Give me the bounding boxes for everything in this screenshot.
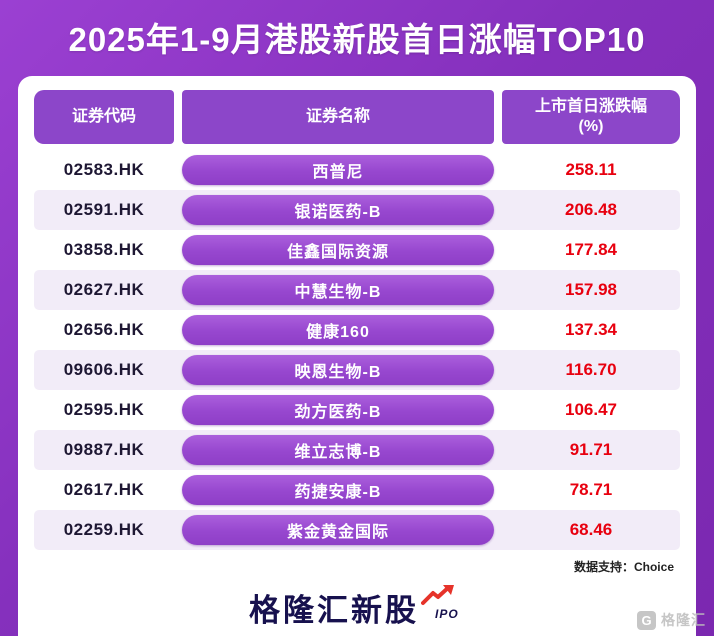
column-header-change-line1: 上市首日涨跌幅 xyxy=(534,98,647,115)
change-value: 106.47 xyxy=(565,400,617,419)
table-row: 02591.HK 银诺医药-B 206.48 xyxy=(34,190,680,230)
stock-name-pill: 劲方医药-B xyxy=(182,395,494,425)
column-header-code: 证券代码 xyxy=(34,90,174,144)
rising-arrow-icon xyxy=(421,585,454,605)
stock-code: 02583.HK xyxy=(63,160,145,179)
change-value: 177.84 xyxy=(565,240,617,259)
stock-name-pill: 西普尼 xyxy=(182,155,494,185)
table-row: 02617.HK 药捷安康-B 78.71 xyxy=(34,470,680,510)
table-row: 02656.HK 健康160 137.34 xyxy=(34,310,680,350)
data-source-note: 数据支持：Choice xyxy=(573,560,674,574)
brand-logo-text: 格隆汇新股 xyxy=(249,593,419,628)
page-title: 2025年1-9月港股新股首日涨幅TOP10 xyxy=(68,21,646,58)
table-header-row: 证券代码 证券名称 上市首日涨跌幅 (%) xyxy=(34,90,680,144)
watermark-text: 格隆汇 xyxy=(661,612,706,628)
brand-arrow-mark: IPO xyxy=(421,585,465,625)
table-row: 02595.HK 劲方医药-B 106.47 xyxy=(34,390,680,430)
watermark: G 格隆汇 xyxy=(637,610,706,630)
table-row: 09887.HK 维立志博-B 91.71 xyxy=(34,430,680,470)
change-value: 91.71 xyxy=(569,440,613,459)
table-row: 02259.HK 紫金黄金国际 68.46 xyxy=(34,510,680,550)
table-body: 02583.HK 西普尼 258.11 02591.HK 银诺医药-B 206.… xyxy=(34,150,680,550)
change-value: 78.71 xyxy=(569,480,613,499)
stock-name-pill: 银诺医药-B xyxy=(182,195,494,225)
stock-name-pill: 药捷安康-B xyxy=(182,475,494,505)
stock-code: 02617.HK xyxy=(63,480,145,499)
column-header-change: 上市首日涨跌幅 (%) xyxy=(502,90,680,144)
watermark-icon: G xyxy=(637,610,656,630)
table-row: 03858.HK 佳鑫国际资源 177.84 xyxy=(34,230,680,270)
table-card: 证券代码 证券名称 上市首日涨跌幅 (%) 02583.HK 西普尼 258.1… xyxy=(18,76,696,636)
stock-name-pill: 中慧生物-B xyxy=(182,275,494,305)
brand-logo: 格隆汇新股 IPO xyxy=(34,585,680,630)
change-value: 116.70 xyxy=(565,360,617,379)
change-value: 157.98 xyxy=(565,280,617,299)
stock-code: 02627.HK xyxy=(63,280,145,299)
stock-code: 02656.HK xyxy=(63,320,145,339)
column-header-change-line2: (%) xyxy=(578,118,604,135)
stock-code: 09606.HK xyxy=(63,360,145,379)
stock-code: 02259.HK xyxy=(63,520,145,539)
brand-ipo-label: IPO xyxy=(435,607,459,621)
stock-name-pill: 映恩生物-B xyxy=(182,355,494,385)
stock-code: 02591.HK xyxy=(63,200,145,219)
column-header-name: 证券名称 xyxy=(182,90,494,144)
table-row: 09606.HK 映恩生物-B 116.70 xyxy=(34,350,680,390)
stock-code: 03858.HK xyxy=(63,240,145,259)
change-value: 258.11 xyxy=(565,160,617,179)
stock-name-pill: 维立志博-B xyxy=(182,435,494,465)
table-row: 02583.HK 西普尼 258.11 xyxy=(34,150,680,190)
stock-code: 02595.HK xyxy=(63,400,145,419)
stock-name-pill: 紫金黄金国际 xyxy=(182,515,494,545)
header-banner: 2025年1-9月港股新股首日涨幅TOP10 xyxy=(0,0,714,74)
change-value: 68.46 xyxy=(569,520,613,539)
stock-code: 09887.HK xyxy=(63,440,145,459)
stock-name-pill: 健康160 xyxy=(182,315,494,345)
table-row: 02627.HK 中慧生物-B 157.98 xyxy=(34,270,680,310)
change-value: 206.48 xyxy=(565,200,617,219)
change-value: 137.34 xyxy=(565,320,617,339)
stock-name-pill: 佳鑫国际资源 xyxy=(182,235,494,265)
